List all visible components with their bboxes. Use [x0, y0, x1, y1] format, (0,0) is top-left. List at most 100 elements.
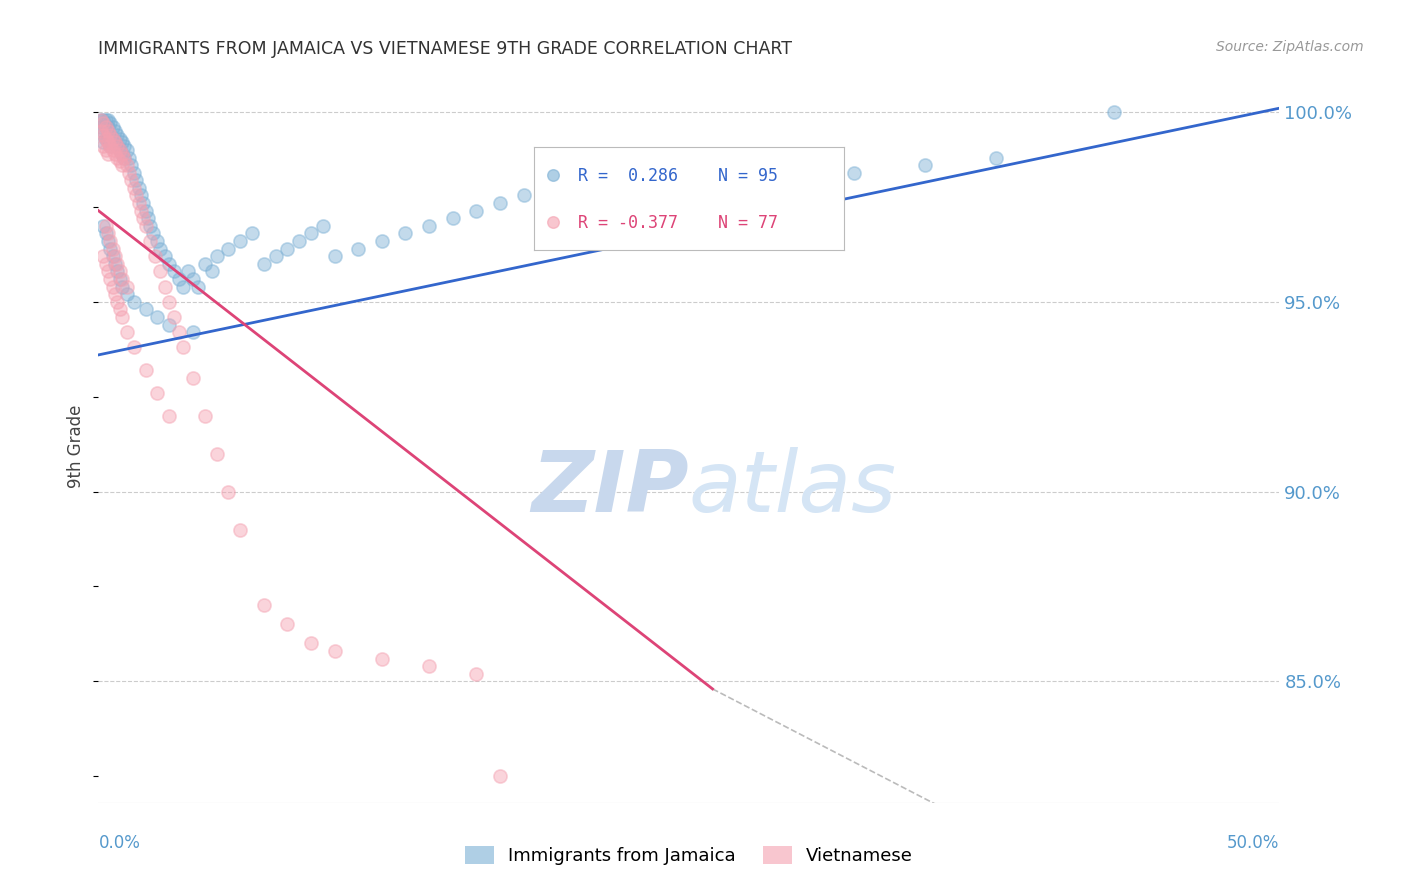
Point [121, 173, 143, 187]
Point [104, 257, 127, 271]
Point [104, 136, 127, 150]
Point [157, 294, 180, 309]
Point [172, 279, 194, 293]
Point [104, 249, 127, 263]
Point [98, 234, 121, 248]
Point [129, 188, 152, 202]
Point [94, 120, 117, 135]
Point [101, 242, 124, 256]
Point [105, 139, 128, 153]
Point [111, 279, 134, 293]
Point [115, 158, 138, 172]
Point [276, 242, 298, 256]
Point [122, 340, 145, 354]
Point [194, 409, 217, 423]
Point [146, 234, 169, 248]
Point [97, 124, 120, 138]
Point [217, 242, 239, 256]
Point [90, 112, 112, 127]
Point [91, 116, 114, 130]
Point [654, 196, 676, 211]
Point [91, 139, 114, 153]
Point [796, 173, 818, 187]
Point [115, 279, 138, 293]
Point [163, 310, 186, 324]
Text: R = -0.377    N = 77: R = -0.377 N = 77 [578, 214, 778, 232]
Point [97, 120, 120, 135]
Point [157, 409, 180, 423]
Point [489, 769, 512, 783]
Point [167, 272, 190, 286]
Point [240, 227, 263, 241]
Point [607, 203, 630, 218]
Point [153, 279, 176, 293]
Point [181, 370, 204, 384]
Point [201, 264, 224, 278]
Point [276, 617, 298, 632]
Point [90, 124, 112, 138]
Point [108, 131, 131, 145]
Point [118, 166, 141, 180]
Text: 0.0%: 0.0% [98, 834, 141, 852]
Point [299, 636, 322, 650]
Point [125, 188, 148, 202]
Point [101, 131, 124, 145]
Point [146, 310, 169, 324]
Point [139, 234, 162, 248]
Point [115, 325, 138, 339]
Point [97, 136, 120, 150]
Point [97, 112, 120, 127]
Text: 50.0%: 50.0% [1227, 834, 1279, 852]
Point [111, 146, 134, 161]
Point [101, 249, 124, 263]
Point [94, 112, 117, 127]
Point [111, 158, 134, 172]
Point [101, 131, 124, 145]
Point [105, 151, 128, 165]
Legend: Immigrants from Jamaica, Vietnamese: Immigrants from Jamaica, Vietnamese [457, 839, 921, 872]
Point [194, 257, 217, 271]
Point [181, 272, 204, 286]
Point [312, 219, 335, 233]
Point [104, 136, 127, 150]
Point [108, 143, 131, 157]
Point [105, 128, 128, 142]
Point [844, 166, 866, 180]
Point [512, 188, 534, 202]
Point [299, 227, 322, 241]
Point [97, 146, 120, 161]
Point [91, 219, 114, 233]
Point [98, 139, 121, 153]
Point [101, 279, 124, 293]
Point [90, 112, 112, 127]
Point [94, 120, 117, 135]
Point [112, 139, 135, 153]
Point [128, 181, 150, 195]
Point [97, 227, 120, 241]
Point [105, 257, 128, 271]
Point [167, 325, 190, 339]
Point [172, 340, 194, 354]
Point [253, 257, 276, 271]
Point [90, 120, 112, 135]
Point [253, 599, 276, 613]
Text: atlas: atlas [689, 447, 897, 531]
Point [94, 227, 117, 241]
Point [465, 666, 488, 681]
Point [128, 196, 150, 211]
Point [91, 112, 114, 127]
Point [229, 523, 252, 537]
Point [142, 227, 165, 241]
Point [560, 181, 582, 195]
Point [98, 128, 121, 142]
Point [94, 131, 117, 145]
Point [139, 219, 162, 233]
Point [229, 234, 252, 248]
Point [157, 257, 180, 271]
Point [418, 659, 440, 673]
Point [98, 128, 121, 142]
Point [111, 272, 134, 286]
Point [323, 249, 346, 263]
Point [984, 151, 1007, 165]
Point [149, 264, 172, 278]
